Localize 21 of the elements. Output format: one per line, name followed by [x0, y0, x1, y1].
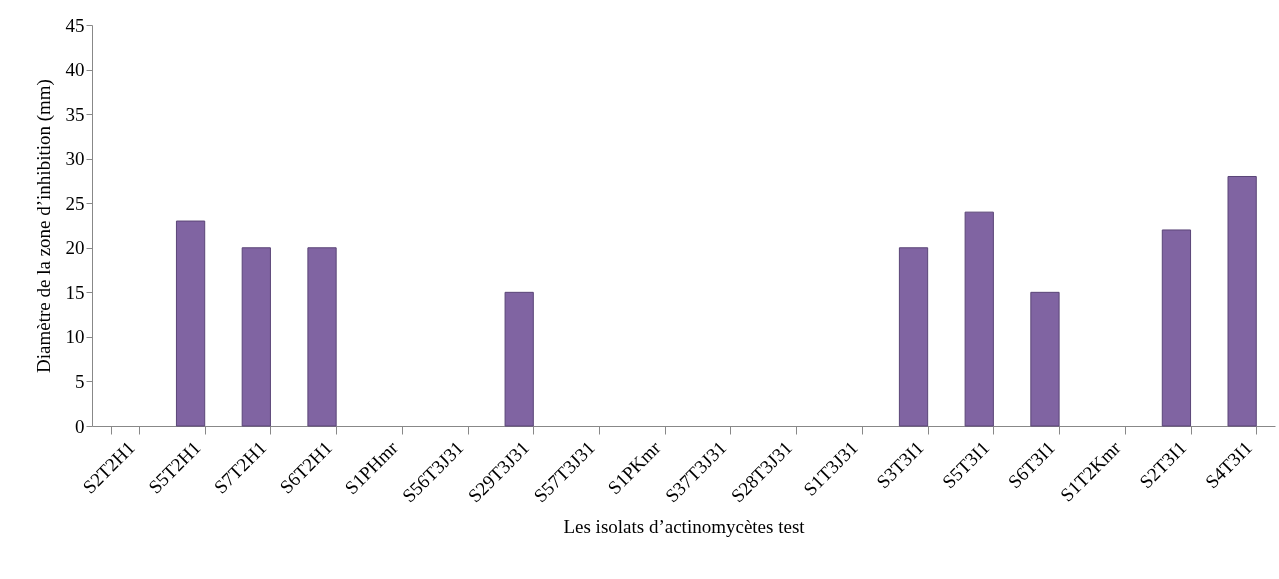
y-tick-label: 25: [65, 192, 85, 214]
y-tick-label: 45: [65, 14, 85, 36]
x-axis-title: Les isolats d’actinomycètes test: [563, 516, 806, 538]
y-tick-label: 0: [75, 415, 85, 437]
bar: [898, 247, 929, 427]
bar: [964, 211, 994, 427]
y-tick-label: 15: [65, 281, 85, 303]
y-tick-label: 20: [65, 237, 85, 259]
bar: [1030, 291, 1060, 427]
bar: [307, 247, 337, 427]
y-tick-label: 10: [65, 326, 85, 348]
y-tick-label: 35: [65, 103, 85, 125]
y-tick-label: 5: [75, 370, 85, 392]
bar: [504, 291, 534, 427]
bar: [1161, 229, 1192, 427]
bar: [241, 247, 271, 427]
y-axis-title: Diamètre de la zone d’inhibition (mm): [32, 79, 55, 373]
bar: [1227, 175, 1257, 427]
y-tick-label: 40: [65, 59, 85, 81]
y-tick-label: 30: [65, 148, 85, 170]
bar: [175, 220, 206, 427]
